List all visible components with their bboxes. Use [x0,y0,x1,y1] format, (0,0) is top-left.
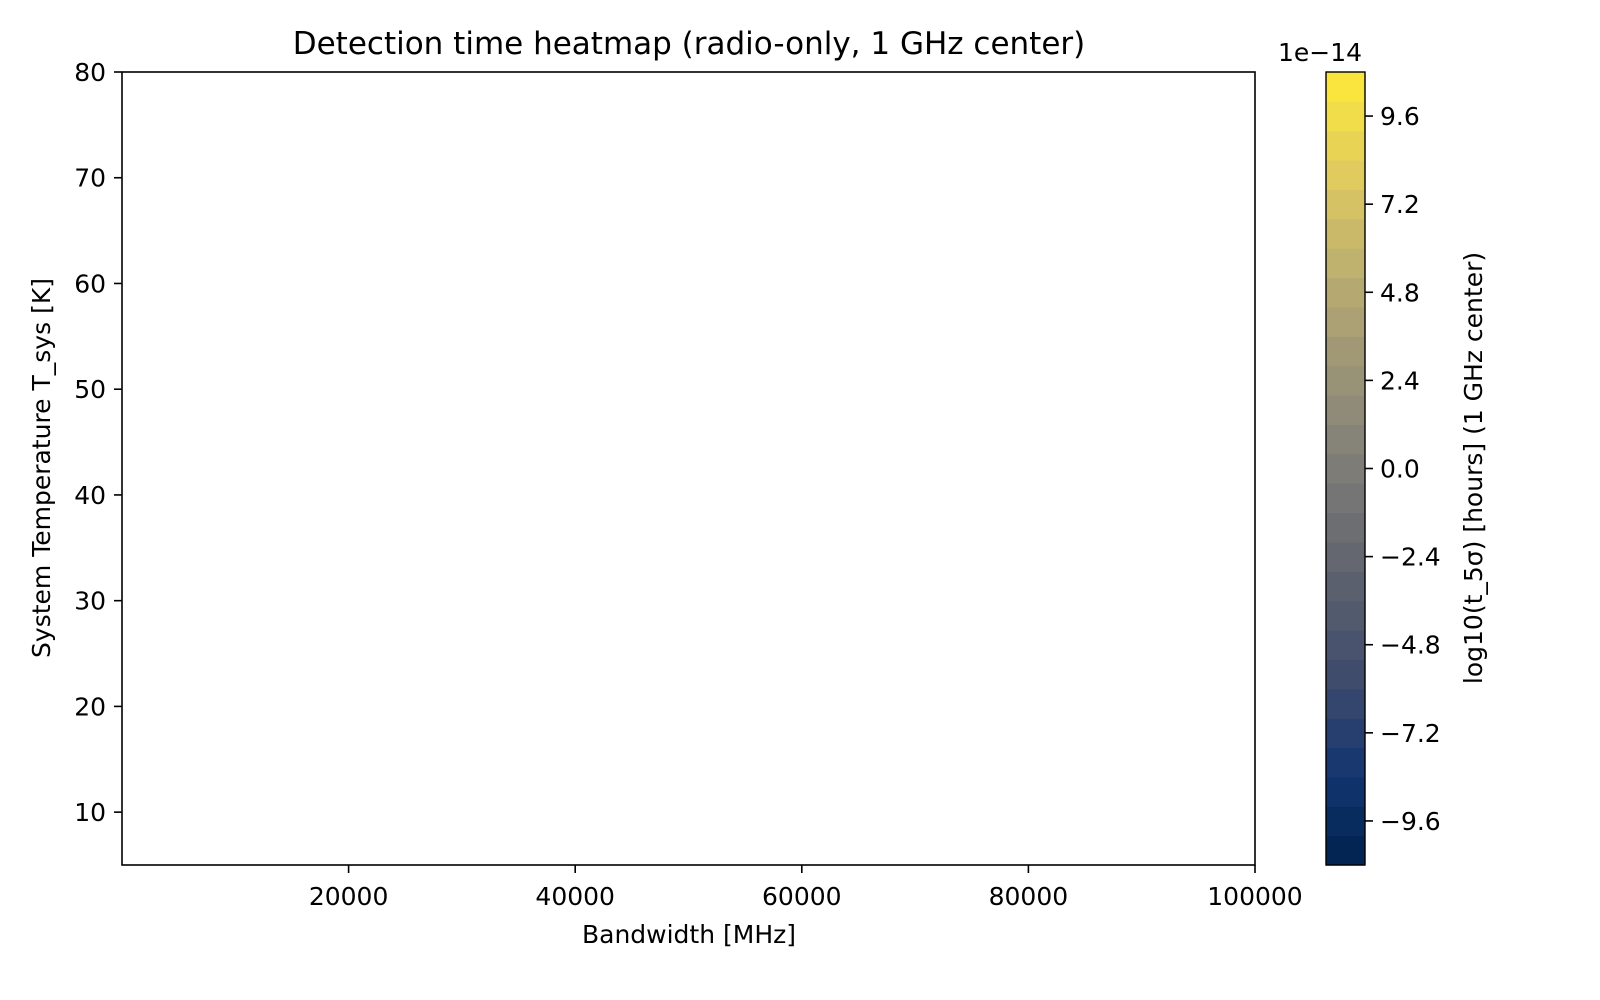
colorbar-tick-label: −9.6 [1380,807,1441,836]
colorbar-tick-label: −4.8 [1380,631,1441,660]
colorbar-tick-label: 0.0 [1380,455,1420,484]
colorbar-band [1326,277,1365,308]
colorbar-tick-label: −7.2 [1380,719,1441,748]
x-axis-label: Bandwidth [MHz] [582,920,796,949]
colorbar-band [1326,365,1365,396]
x-tick-label: 80000 [989,882,1069,911]
colorbar-band [1326,718,1365,749]
x-tick-label: 40000 [535,882,615,911]
colorbar-band [1326,483,1365,514]
y-tick-label: 40 [74,481,106,510]
colorbar-band [1326,130,1365,161]
y-tick-label: 30 [74,587,106,616]
colorbar-band [1326,306,1365,337]
colorbar-band [1326,248,1365,279]
plot-frame [121,71,1256,866]
x-tick-label: 100000 [1207,882,1302,911]
y-axis: 10 20 30 40 50 60 70 80 [74,58,122,827]
colorbar-tick-label: 4.8 [1380,278,1420,307]
y-axis-label: System Temperature T_sys [K] [27,278,56,658]
y-tick-label: 60 [74,269,106,298]
colorbar-band [1326,453,1365,484]
colorbar-band [1326,72,1365,102]
colorbar-tick-label: 7.2 [1380,190,1420,219]
colorbar-multiplier: 1e−14 [1278,38,1362,67]
y-tick-label: 80 [74,58,106,87]
colorbar-band [1326,835,1365,866]
colorbar-tick-label: 9.6 [1380,102,1420,131]
colorbar-gradient [1326,72,1365,866]
chart-title: Detection time heatmap (radio-only, 1 GH… [293,26,1086,62]
colorbar-band [1326,395,1365,426]
colorbar-band [1326,512,1365,543]
y-tick-label: 10 [74,798,106,827]
colorbar-band [1326,659,1365,690]
colorbar-band [1326,600,1365,631]
colorbar-band [1326,336,1365,367]
colorbar-band [1326,189,1365,220]
colorbar-band [1326,218,1365,249]
colorbar-band [1326,571,1365,602]
y-tick-label: 50 [74,375,106,404]
colorbar-band [1326,541,1365,572]
y-tick-label: 20 [74,692,106,721]
colorbar-tick-label: 2.4 [1380,366,1420,395]
colorbar-band [1326,747,1365,778]
colorbar-band [1326,630,1365,661]
colorbar-axis: −9.6 −7.2 −4.8 −2.4 0.0 2.4 4.8 7.2 9.6 [1365,102,1441,836]
plot-area [122,72,1255,865]
x-tick-label: 60000 [762,882,842,911]
colorbar-tick-label: −2.4 [1380,543,1441,572]
colorbar-band [1326,688,1365,719]
colorbar-band [1326,424,1365,455]
colorbar-band [1326,776,1365,807]
colorbar-label: log10(t_5σ) [hours] (1 GHz center) [1459,252,1488,684]
y-tick-label: 70 [74,164,106,193]
colorbar-band [1326,101,1365,132]
x-axis: 20000 40000 60000 80000 100000 [309,865,1303,911]
x-tick-label: 20000 [309,882,389,911]
colorbar-band [1326,806,1365,837]
colorbar-band [1326,160,1365,191]
